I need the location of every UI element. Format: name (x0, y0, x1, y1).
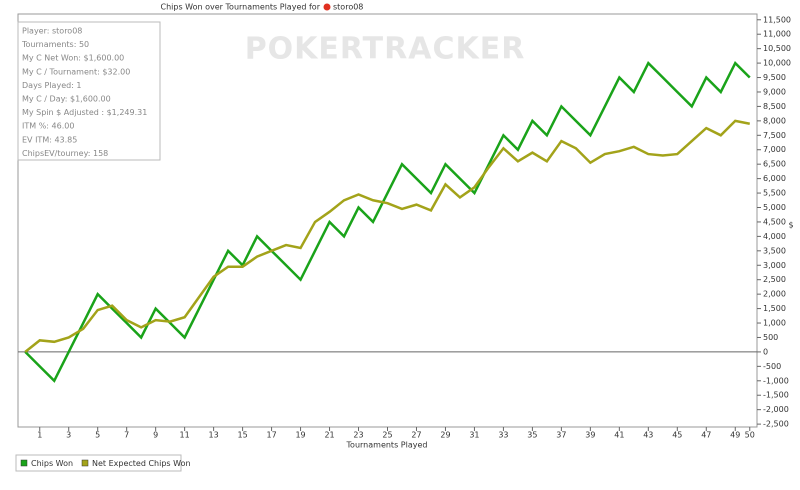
y-tick-label: 8,500 (763, 102, 786, 111)
x-tick-label: 1 (37, 431, 42, 440)
x-tick-label: 50 (745, 431, 755, 440)
legend-swatch (20, 459, 28, 467)
y-tick-label: 6,000 (763, 174, 786, 183)
chart-title-player: storo08 (333, 3, 363, 12)
x-tick-label: 5 (95, 431, 100, 440)
x-tick-label: 17 (266, 431, 276, 440)
x-axis-label: Tournaments Played (346, 441, 428, 450)
player-icon (323, 3, 331, 11)
info-line: Player: storo08 (22, 27, 82, 36)
legend (15, 454, 182, 472)
y-tick-label: 4,500 (763, 217, 786, 226)
x-tick-label: 15 (238, 431, 248, 440)
info-line: Tournaments: 50 (21, 40, 89, 49)
y-tick-label: 11,500 (763, 15, 791, 24)
y-tick-label: 1,000 (763, 319, 786, 328)
y-tick-label: 11,000 (763, 30, 791, 39)
y-tick-label: 9,000 (763, 87, 786, 96)
y-tick-label: 10,000 (763, 59, 791, 68)
y-tick-label: 7,500 (763, 131, 786, 140)
x-tick-label: 23 (353, 431, 363, 440)
x-tick-label: 37 (556, 431, 566, 440)
y-tick-label: 9,500 (763, 73, 786, 82)
y-tick-label: 0 (763, 347, 768, 356)
legend-label: Net Expected Chips Won (92, 459, 191, 468)
y-tick-label: 10,500 (763, 44, 791, 53)
y-tick-label: -2,500 (763, 420, 789, 429)
y-tick-label: -2,000 (763, 405, 789, 414)
x-tick-label: 49 (730, 431, 740, 440)
series-line (24, 119, 750, 353)
x-tick-label: 41 (614, 431, 624, 440)
y-tick-label: 500 (763, 333, 778, 342)
y-axis-label: $ (788, 221, 793, 230)
info-line: My C / Day: $1,600.00 (22, 95, 111, 104)
legend-swatch (81, 459, 89, 467)
y-tick-label: 3,500 (763, 246, 786, 255)
x-tick-label: 25 (382, 431, 392, 440)
y-tick-label: -1,000 (763, 376, 789, 385)
info-line: My C / Tournament: $32.00 (22, 67, 130, 76)
y-tick-label: 2,000 (763, 290, 786, 299)
y-tick-label: 3,000 (763, 261, 786, 270)
chart-title: Chips Won over Tournaments Played for (161, 3, 321, 12)
x-tick-label: 9 (153, 431, 158, 440)
x-tick-label: 21 (324, 431, 334, 440)
info-line: ChipsEV/tourney: 158 (22, 149, 108, 158)
y-tick-label: 4,000 (763, 232, 786, 241)
y-tick-label: -500 (763, 362, 781, 371)
y-tick-label: 7,000 (763, 145, 786, 154)
y-tick-label: 6,500 (763, 160, 786, 169)
y-tick-label: 5,500 (763, 189, 786, 198)
x-tick-label: 3 (66, 431, 71, 440)
x-tick-label: 43 (643, 431, 653, 440)
x-tick-label: 13 (209, 431, 219, 440)
info-box (17, 21, 161, 161)
info-line: ITM %: 46.00 (22, 122, 74, 131)
x-tick-label: 35 (527, 431, 537, 440)
x-tick-label: 31 (469, 431, 479, 440)
y-tick-label: 2,500 (763, 275, 786, 284)
x-tick-label: 33 (498, 431, 508, 440)
x-tick-label: 47 (701, 431, 711, 440)
y-tick-label: 8,000 (763, 116, 786, 125)
x-tick-label: 11 (180, 431, 190, 440)
y-tick-label: 1,500 (763, 304, 786, 313)
info-line: My Spin $ Adjusted : $1,249.31 (22, 108, 147, 117)
info-line: My C Net Won: $1,600.00 (22, 54, 124, 63)
y-tick-label: 5,000 (763, 203, 786, 212)
x-tick-label: 29 (440, 431, 450, 440)
x-tick-label: 7 (124, 431, 129, 440)
x-tick-label: 27 (411, 431, 421, 440)
legend-label: Chips Won (31, 459, 73, 468)
info-line: EV ITM: 43.85 (22, 135, 77, 144)
x-tick-label: 39 (585, 431, 595, 440)
y-tick-label: -1,500 (763, 391, 789, 400)
x-tick-label: 45 (672, 431, 682, 440)
watermark: POKERTRACKER (245, 32, 526, 67)
x-tick-label: 19 (295, 431, 305, 440)
info-line: Days Played: 1 (22, 81, 82, 90)
series-line (24, 60, 751, 383)
